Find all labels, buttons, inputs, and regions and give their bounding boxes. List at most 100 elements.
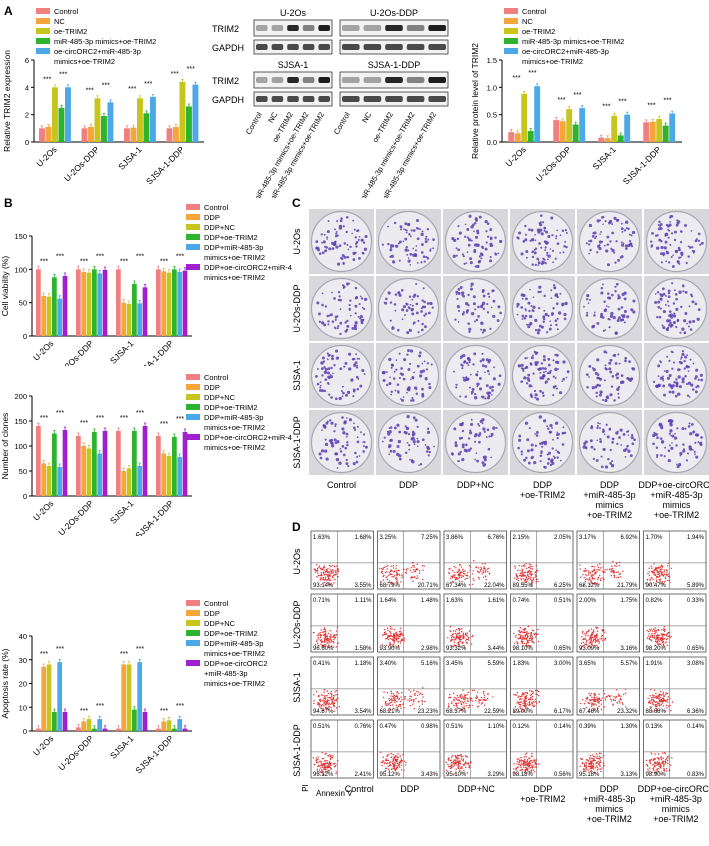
flow-event-dot — [454, 696, 456, 699]
colony-dot — [481, 422, 484, 425]
flow-event-dot — [592, 759, 594, 761]
flow-event-dot — [518, 629, 521, 632]
flow-event-dot — [329, 766, 331, 769]
colony-dot — [388, 430, 392, 434]
flow-event-dot — [661, 565, 664, 568]
colony-dot — [545, 230, 549, 234]
bar — [137, 98, 143, 142]
flow-event-dot — [318, 765, 320, 767]
flow-event-dot — [313, 763, 316, 766]
colony-dot — [691, 388, 695, 391]
flow-event-dot — [513, 711, 516, 713]
flow-plot-frame — [510, 593, 574, 653]
flow-event-dot — [522, 569, 524, 572]
flow-event-dot — [590, 646, 592, 649]
colony-dot — [347, 465, 350, 468]
flow-event-dot — [457, 754, 460, 757]
flow-event-dot — [462, 689, 464, 691]
colony-dot — [390, 366, 393, 369]
blot-band — [302, 77, 315, 83]
colony-dot — [424, 325, 427, 329]
colony-dot — [403, 358, 407, 362]
colony-dot — [659, 227, 663, 230]
flow-event-dot — [531, 641, 534, 643]
flow-event-dot — [332, 568, 334, 571]
flow-event-dot — [622, 570, 624, 572]
colony-dot — [539, 460, 542, 463]
colony-dot — [595, 459, 599, 462]
colony-dot — [417, 331, 420, 334]
colony-dot — [455, 293, 458, 296]
flow-event-dot — [649, 706, 651, 708]
blot-band — [271, 44, 284, 50]
flow-event-dot — [457, 636, 459, 639]
flow-event-dot — [391, 762, 394, 765]
colony-dot — [482, 456, 485, 459]
flow-event-dot — [527, 765, 530, 767]
colony-dot — [608, 428, 612, 431]
colony-dot — [620, 444, 623, 446]
flow-event-dot — [387, 636, 389, 638]
flow-event-dot — [599, 579, 602, 582]
flow-event-dot — [337, 697, 339, 699]
quadrant-value: 89.55% — [513, 583, 534, 589]
colony-dot — [351, 232, 353, 235]
colony-dot — [621, 243, 625, 247]
flow-event-dot — [656, 629, 658, 632]
bar — [76, 727, 81, 731]
blot-band — [256, 25, 268, 31]
blot-band — [271, 77, 284, 83]
panel-letter-a: A — [4, 4, 13, 18]
colony-dot — [540, 450, 543, 453]
colony-dot — [321, 292, 324, 295]
quadrant-value: 7.25% — [421, 535, 439, 541]
colony-dot — [685, 365, 689, 369]
flow-event-dot — [481, 573, 483, 575]
flow-event-dot — [526, 707, 529, 709]
flow-event-dot — [524, 700, 526, 702]
quadrant-value: 1.48% — [421, 598, 439, 604]
colony-dot — [470, 288, 473, 291]
significance-mark: *** — [528, 70, 536, 77]
colony-dot — [364, 234, 368, 239]
colony-dot — [349, 314, 352, 317]
colony-dot — [665, 260, 667, 263]
flow-event-dot — [394, 699, 397, 702]
colony-dot — [542, 374, 546, 378]
colony-dot — [555, 449, 558, 451]
flow-event-dot — [515, 769, 517, 771]
colony-dot — [481, 331, 485, 334]
colony-dot — [489, 237, 493, 241]
flow-event-dot — [455, 628, 458, 631]
flow-event-dot — [584, 578, 587, 581]
flow-event-dot — [409, 704, 412, 707]
flow-event-dot — [475, 699, 477, 702]
flow-event-dot — [393, 694, 396, 697]
colony-dot — [426, 362, 429, 365]
flow-event-dot — [464, 578, 466, 580]
flow-event-dot — [603, 629, 605, 631]
flow-event-dot — [395, 571, 397, 573]
flow-event-dot — [587, 634, 589, 637]
colony-dot — [523, 458, 527, 462]
colony-dot — [537, 264, 540, 266]
flow-event-dot — [612, 703, 614, 705]
colony-dot — [667, 324, 671, 327]
flow-event-dot — [403, 760, 406, 763]
flow-event-dot — [445, 769, 448, 771]
colony-dot — [398, 259, 401, 262]
flow-event-dot — [323, 768, 325, 771]
flow-event-dot — [599, 574, 601, 577]
flow-event-dot — [380, 567, 383, 570]
flow-event-dot — [527, 698, 530, 701]
flow-event-dot — [316, 770, 319, 772]
flow-event-dot — [662, 705, 665, 707]
colony-dot — [536, 361, 539, 364]
flow-event-dot — [646, 637, 649, 639]
flow-event-dot — [529, 577, 531, 579]
bar — [186, 106, 192, 142]
colony-dot — [490, 432, 494, 437]
colony-dot — [589, 298, 591, 301]
flow-event-dot — [336, 700, 338, 702]
colony-dot — [533, 248, 536, 251]
